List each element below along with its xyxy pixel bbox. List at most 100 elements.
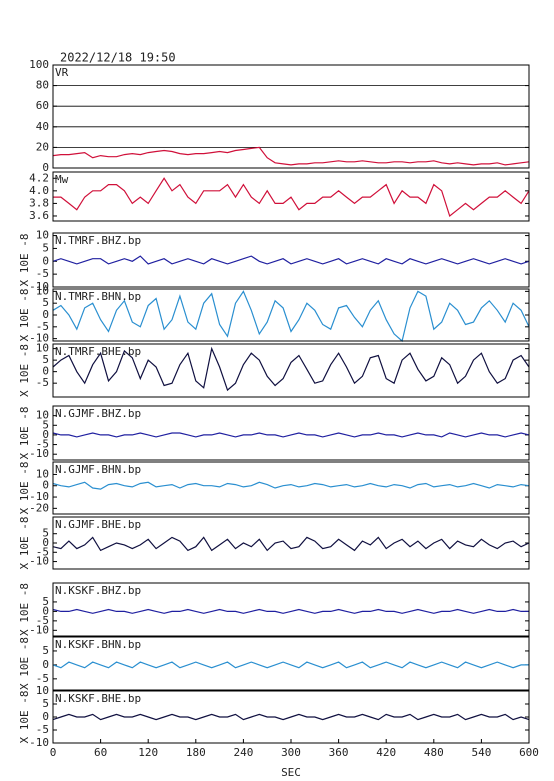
panel-frame [52,405,530,461]
y-axis-label: X 10E -8 [18,583,31,636]
x-tick-label: 120 [138,746,158,759]
x-tick-label: 600 [519,746,539,759]
y-axis-label: X 10E -8 [18,691,31,744]
x-axis-label: SEC [281,766,301,779]
panel-frame [52,636,530,691]
x-tick-label: 240 [233,746,253,759]
panel-frame [52,516,530,570]
y-tick-label: 100 [29,58,49,71]
y-tick-label: -10 [29,736,49,749]
series-line [52,290,530,343]
y-tick-label: 10 [36,684,49,697]
y-tick-label: -5 [36,614,49,627]
y-tick-label: 0 [42,365,49,378]
y-tick-label: -5 [36,545,49,558]
y-tick-label: -5 [36,723,49,736]
y-tick-label: 10 [36,342,49,355]
y-tick-label: 0 [42,428,49,441]
y-tick-label: 40 [36,120,49,133]
panel-label: VR [55,66,69,79]
y-tick-label: 0 [42,710,49,723]
panel-label: N.GJMF.BHZ.bp [55,407,141,420]
y-tick-label: 60 [36,99,49,112]
y-tick-label: -5 [36,438,49,451]
series-line [53,177,530,218]
y-tick-label: 5 [42,644,49,657]
y-axis-label: X 10E -8 [18,637,31,690]
y-tick-label: -10 [29,490,49,503]
y-tick-label: 10 [36,229,49,242]
x-tick-label: 60 [94,746,107,759]
x-tick-label: 0 [50,746,57,759]
y-tick-label: 4.0 [29,184,49,197]
y-tick-label: 3.6 [29,209,49,222]
panel-frame [52,461,530,515]
y-tick-label: 3.8 [29,196,49,209]
panel-label: N.GJMF.BHN.bp [55,463,141,476]
y-tick-label: -10 [29,332,49,345]
y-tick-label: 0 [42,161,49,174]
panel-label: N.TMRF.BHN.bp [55,290,141,303]
y-tick-label: -5 [36,376,49,389]
series-line [52,481,530,490]
series-line [52,146,530,166]
series-line [52,661,529,669]
panel-frame [52,171,530,222]
y-axis-label: X 10E -8 [18,289,31,342]
x-tick-label: 420 [376,746,396,759]
x-tick-label: 180 [186,746,206,759]
series-line [52,255,530,265]
y-tick-label: 5 [42,527,49,540]
y-tick-label: 20 [36,140,49,153]
y-tick-label: -5 [36,320,49,333]
series-line [52,346,530,392]
panel-frame [52,343,530,398]
panel-label: N.KSKF.BHN.bp [55,638,141,651]
y-axis-label: X 10E -8 [18,344,31,397]
y-tick-label: -5 [36,267,49,280]
y-tick-label: 0 [42,254,49,267]
y-tick-label: 5 [42,241,49,254]
y-tick-label: 0 [42,479,49,492]
x-tick-label: 540 [471,746,491,759]
y-tick-label: 10 [36,467,49,480]
y-tick-label: 5 [42,418,49,431]
y-axis-label: X 10E -8 [18,517,31,570]
y-tick-label: -10 [29,447,49,460]
x-tick-label: 300 [281,746,301,759]
x-tick-label: 480 [424,746,444,759]
y-tick-label: -10 [29,280,49,293]
panel-label: N.GJMF.BHE.bp [55,518,141,531]
y-tick-label: 5 [42,697,49,710]
panel-label: N.KSKF.BHE.bp [55,692,141,705]
panel-label: N.TMRF.BHE.bp [55,345,141,358]
y-tick-label: 5 [42,595,49,608]
y-tick-label: 0 [42,536,49,549]
panel-frame [52,288,530,342]
y-tick-label: -10 [29,555,49,568]
panel-label: N.KSKF.BHZ.bp [55,584,141,597]
chart-title: 2022/12/18 19:50 [60,51,176,65]
y-tick-label: 10 [36,409,49,422]
series-line [52,713,530,721]
y-tick-label: -10 [29,623,49,636]
panel-frame [52,582,530,637]
y-tick-label: 4.2 [29,171,49,184]
series-line [52,608,529,614]
y-tick-label: 0 [42,604,49,617]
panel-label: Mw [55,173,69,186]
panel-frame [52,64,530,169]
y-tick-label: 0 [42,658,49,671]
x-tick-label: 360 [329,746,349,759]
y-tick-label: 5 [42,353,49,366]
y-tick-label: 80 [36,79,49,92]
panel-label: N.TMRF.BHZ.bp [55,234,141,247]
y-tick-label: 10 [36,284,49,297]
panel-frame [52,232,530,288]
y-tick-label: -5 [36,672,49,685]
y-tick-label: 5 [42,296,49,309]
y-axis-label: X 10E -8 [18,462,31,515]
series-line [52,536,530,552]
y-axis-label: X 10E -8 [18,407,31,460]
